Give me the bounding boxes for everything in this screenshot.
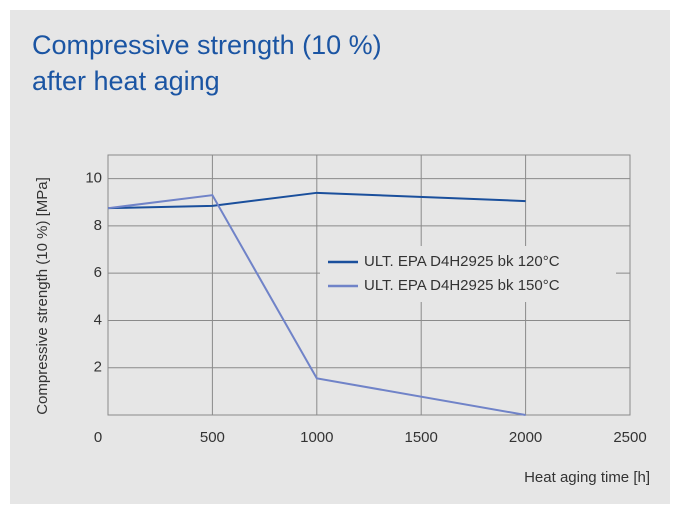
x-tick-label: 0 [94,429,102,446]
x-axis-label: Heat aging time [h] [524,469,650,486]
y-tick-label: 2 [94,359,102,376]
chart-title: after heat aging [32,66,220,96]
x-tick-label: 2500 [613,429,646,446]
y-tick-label: 8 [94,217,102,234]
line-series [107,191,526,210]
y-tick-label: 4 [94,311,102,328]
y-tick-label: 10 [85,170,102,187]
legend-box [320,246,616,302]
chart-title: Compressive strength (10 %) [32,30,382,60]
x-tick-label: 1000 [300,429,333,446]
x-tick-label: 1500 [405,429,438,446]
legend-label: ULT. EPA D4H2925 bk 150°C [364,277,560,294]
line-series [107,194,526,416]
x-tick-label: 2000 [509,429,542,446]
y-tick-label: 6 [94,264,102,281]
legend-label: ULT. EPA D4H2925 bk 120°C [364,253,560,270]
x-tick-label: 500 [200,429,225,446]
y-axis-label: Compressive strength (10 %) [MPa] [34,177,51,415]
